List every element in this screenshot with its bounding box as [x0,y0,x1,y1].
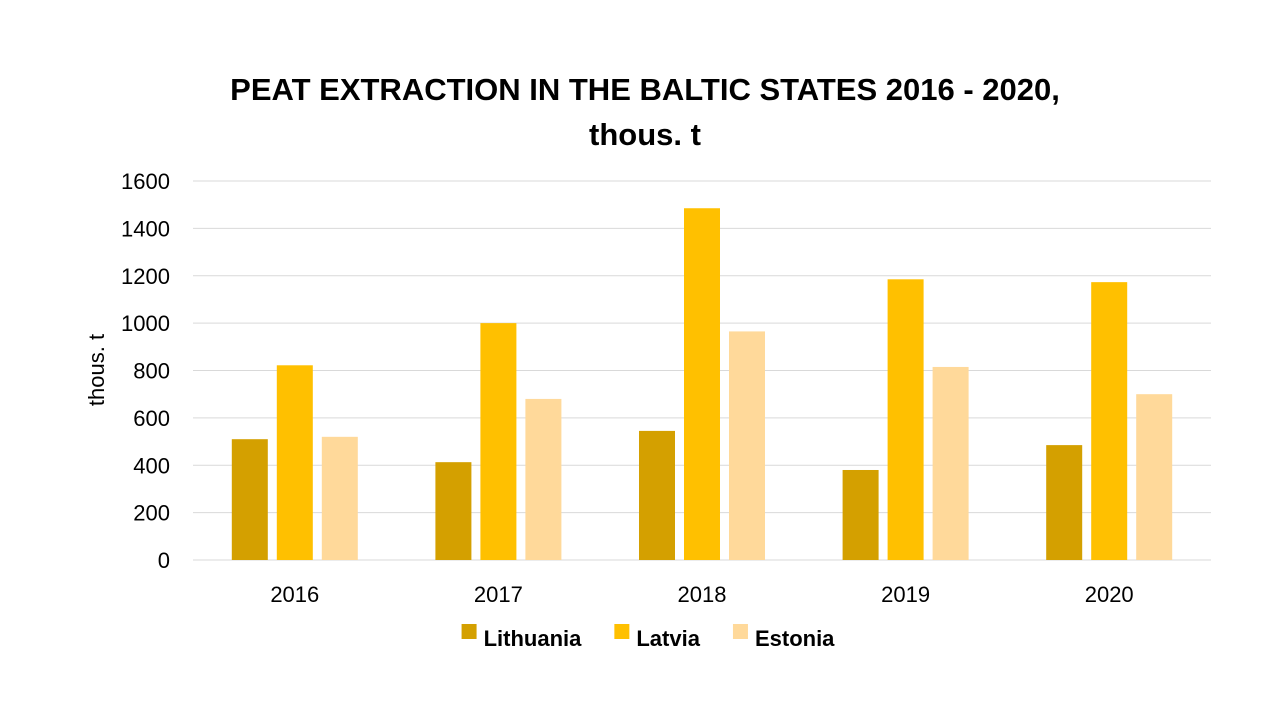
y-tick-label: 800 [133,359,170,384]
y-tick-label: 200 [133,501,170,526]
bar-lithuania-2019 [842,469,879,560]
legend-item-estonia: Estonia [732,624,835,651]
legend-label: Latvia [636,626,700,651]
x-tick-label: 2017 [474,582,523,607]
bar-estonia-2017 [525,398,562,560]
x-tick-label: 2016 [270,582,319,607]
bar-estonia-2016 [321,436,358,560]
bar-latvia-2020 [1091,282,1128,560]
legend-swatch [732,624,748,639]
bar-estonia-2019 [932,366,969,560]
y-tick-label: 1400 [121,216,170,241]
bar-latvia-2019 [887,279,924,560]
y-tick-label: 1000 [121,311,170,336]
y-tick-label: 1200 [121,264,170,289]
chart-title-unit: thous. t [589,117,701,152]
x-tick-label: 2018 [678,582,727,607]
y-tick-label: 400 [133,453,170,478]
legend-item-lithuania: Lithuania [461,624,583,651]
bar-latvia-2018 [684,208,720,560]
bar-latvia-2016 [276,365,313,560]
y-tick-label: 1600 [121,169,170,194]
x-tick-label: 2020 [1085,582,1134,607]
bar-lithuania-2017 [435,462,472,560]
y-axis-label: thous. t [84,334,109,406]
bar-lithuania-2018 [639,430,675,560]
legend: Lithuania Latvia Estonia [461,624,835,651]
x-axis-ticks: 2016 2017 2018 2019 2020 [270,582,1133,607]
y-tick-label: 600 [133,406,170,431]
bar-lithuania-2020 [1046,445,1083,560]
y-tick-label: 0 [158,548,170,573]
x-tick-label: 2019 [881,582,930,607]
bar-estonia-2020 [1136,394,1173,560]
y-axis-ticks: 0 200 400 600 800 1000 1200 1400 1600 [121,169,170,573]
legend-swatch [461,624,477,639]
legend-label: Estonia [755,626,835,651]
legend-label: Lithuania [484,626,583,651]
legend-swatch [614,624,630,639]
legend-item-latvia: Latvia [614,624,701,651]
bar-lithuania-2016 [231,439,268,560]
bar-estonia-2018 [729,331,765,560]
chart-title: PEAT EXTRACTION IN THE BALTIC STATES 201… [230,72,1060,107]
bars [231,208,1173,560]
bar-latvia-2017 [480,323,517,560]
